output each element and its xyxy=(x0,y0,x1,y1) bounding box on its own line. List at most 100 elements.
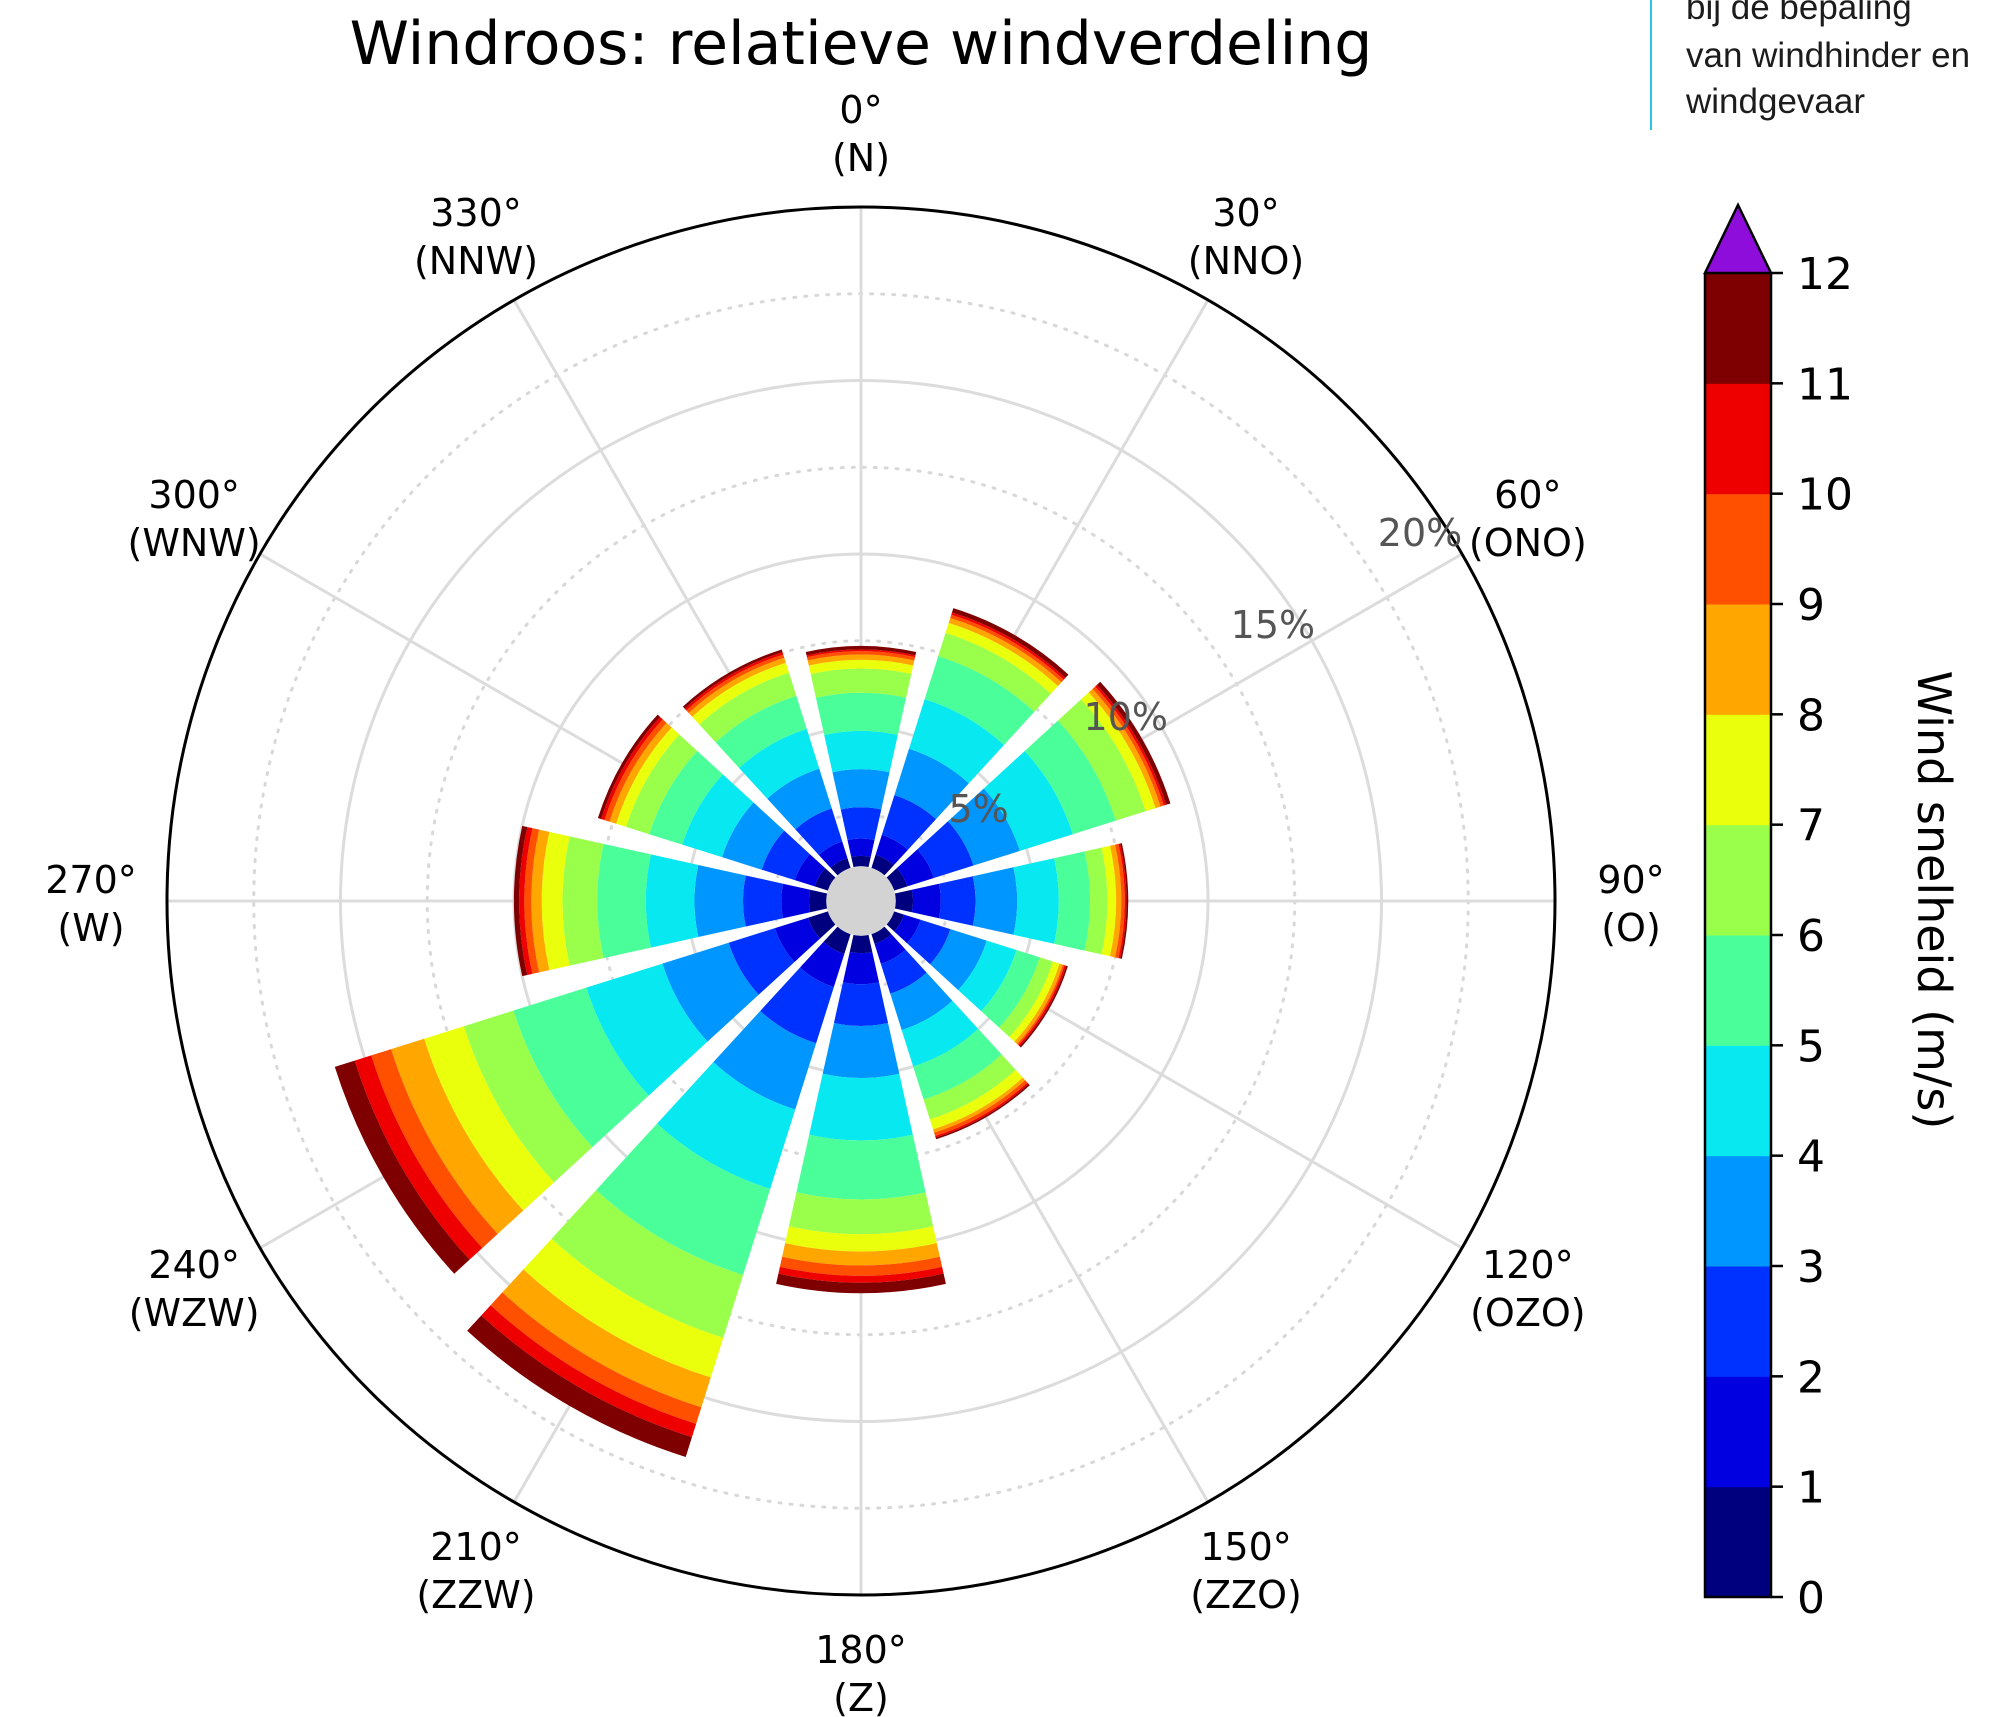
windrose-segment xyxy=(1013,858,1059,944)
windrose-segment xyxy=(616,727,680,827)
windrose-segment xyxy=(767,768,832,830)
windrose-segment xyxy=(808,911,836,939)
windrose-segment xyxy=(788,1192,934,1235)
windrose-segment xyxy=(334,1060,470,1274)
windrose-segment xyxy=(1057,699,1146,821)
note-box: bij de bepaling van windhinder en windge… xyxy=(1650,0,1999,130)
direction-labels: 0°(N) 30°(NNO) 60°(ONO) 90°(O) 120°(OZO) 150°… xyxy=(45,88,1664,1717)
windrose-segment xyxy=(391,1038,524,1234)
windrose-segment xyxy=(1024,720,1116,835)
windrose-segment xyxy=(519,827,533,975)
windrose-segment xyxy=(490,1292,702,1424)
colorbar-segment xyxy=(1705,604,1771,715)
windrose-segment xyxy=(822,1022,900,1078)
windrose-segment xyxy=(894,889,914,913)
windrose-segment xyxy=(833,982,889,1026)
windrose-segment xyxy=(894,914,921,944)
windrose-segment xyxy=(739,728,820,799)
windrose-segment xyxy=(901,1000,979,1067)
windrose-segment xyxy=(463,1010,593,1183)
windrose-segment xyxy=(795,808,843,855)
windrose-segment xyxy=(924,656,1035,745)
windrose-segment xyxy=(785,1226,937,1252)
windrose-segment xyxy=(601,716,663,821)
chart-title: Windroos: relatieve windverdeling xyxy=(350,9,1373,79)
windrose-segment xyxy=(809,1073,913,1141)
windrose-segment xyxy=(945,623,1058,694)
windrose-segment xyxy=(808,659,914,675)
windrose-segment xyxy=(1081,692,1156,812)
windrose-segment xyxy=(761,830,810,881)
windrose-segment xyxy=(626,734,698,835)
direction-compass-label: (W) xyxy=(57,906,124,950)
direction-compass-label: (Z) xyxy=(833,1676,889,1717)
direction-degree-label: 300° xyxy=(148,473,240,517)
windrose-segment xyxy=(823,926,851,954)
windrose-segment xyxy=(502,1269,711,1408)
windrose-segment xyxy=(981,950,1040,1028)
radial-tick-label: 5% xyxy=(948,787,1008,831)
windrose-segment xyxy=(609,722,672,824)
direction-degree-label: 120° xyxy=(1482,1243,1574,1287)
windrose-segment xyxy=(849,934,873,954)
windrose-segment xyxy=(923,1054,1016,1120)
windrose-segment xyxy=(781,883,811,919)
windrose-segment xyxy=(894,748,969,820)
direction-degree-label: 150° xyxy=(1200,1525,1292,1569)
windrose-segment xyxy=(832,769,890,810)
colorbar-tick-label: 6 xyxy=(1797,911,1825,962)
windrose-segment xyxy=(514,825,528,977)
calm-center xyxy=(826,866,896,936)
windrose-segment xyxy=(999,957,1053,1037)
windrose-segment xyxy=(722,802,785,870)
windrose-segment xyxy=(686,654,785,713)
note-line: windgevaar xyxy=(1686,82,1865,121)
windrose-segment xyxy=(596,1123,771,1275)
windrose-segment xyxy=(875,834,908,866)
colorbar-segment xyxy=(1705,1155,1771,1267)
windrose-segment xyxy=(929,1069,1023,1130)
direction-compass-label: (ZZO) xyxy=(1190,1573,1302,1617)
direction-compass-label: (OZO) xyxy=(1470,1291,1586,1335)
windrose-segment xyxy=(938,632,1051,712)
windrose-segment xyxy=(808,889,828,913)
windrose-segment xyxy=(662,942,759,1042)
colorbar-segment xyxy=(1705,714,1771,826)
windrose-segment xyxy=(818,841,848,868)
windrose-segment xyxy=(688,657,786,717)
windrose-segment xyxy=(1088,688,1161,809)
windrose-segment xyxy=(692,662,790,725)
windrose-segment xyxy=(907,919,951,965)
windrose-segment xyxy=(694,864,746,938)
direction-compass-label: (ONO) xyxy=(1469,521,1587,565)
windrose-segment xyxy=(1101,845,1117,957)
direction-degree-label: 180° xyxy=(815,1628,907,1672)
windrose-segment xyxy=(778,1266,944,1283)
colorbar-tick-label: 3 xyxy=(1797,1242,1825,1293)
windrose-segment xyxy=(649,750,723,845)
windrose-segment xyxy=(847,838,875,857)
windrose-segment xyxy=(715,695,807,768)
direction-degree-label: 210° xyxy=(430,1525,522,1569)
windrose-segment xyxy=(932,1077,1026,1133)
colorbar-tick-label: 12 xyxy=(1797,249,1853,300)
outer-circle xyxy=(165,205,1557,1597)
radial-tick-label: 20% xyxy=(1378,511,1462,555)
windrose-segment xyxy=(481,1305,697,1438)
direction-compass-label: (N) xyxy=(832,136,890,180)
colorbar-tick-label: 2 xyxy=(1797,1352,1825,1403)
windrose-segment xyxy=(562,836,604,966)
windrose-segment xyxy=(917,821,974,879)
windrose-segment xyxy=(807,654,915,666)
windrose-segment xyxy=(806,649,916,658)
radial-tick-labels: 5% 10% 15% 20% xyxy=(948,511,1462,831)
windrose-segment xyxy=(851,855,871,868)
radial-tick-label: 15% xyxy=(1231,603,1315,647)
windrose-segment xyxy=(840,807,882,841)
windrose-segment xyxy=(1009,961,1060,1042)
colorbar-tick-label: 8 xyxy=(1797,690,1825,741)
windrose-segment xyxy=(871,926,892,945)
windrose-segment xyxy=(779,1256,943,1276)
colorbar-tick-label: 0 xyxy=(1797,1573,1825,1624)
